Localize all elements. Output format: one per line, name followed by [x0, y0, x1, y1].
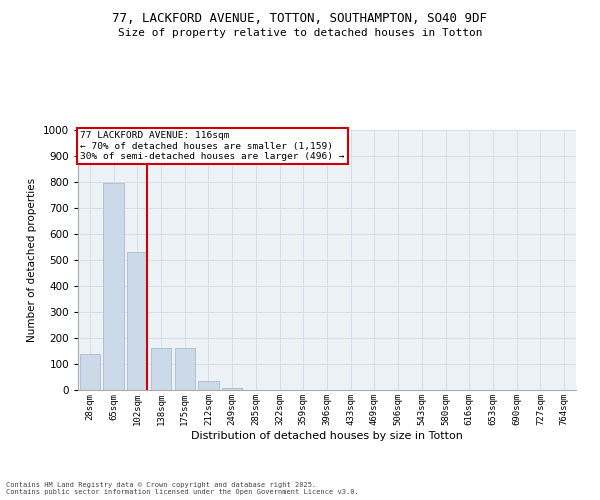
X-axis label: Distribution of detached houses by size in Totton: Distribution of detached houses by size … — [191, 430, 463, 440]
Text: Size of property relative to detached houses in Totton: Size of property relative to detached ho… — [118, 28, 482, 38]
Bar — [199, 381, 218, 390]
Y-axis label: Number of detached properties: Number of detached properties — [27, 178, 37, 342]
Bar — [127, 252, 148, 390]
Bar — [222, 388, 242, 390]
Bar — [151, 348, 171, 390]
Text: Contains HM Land Registry data © Crown copyright and database right 2025.
Contai: Contains HM Land Registry data © Crown c… — [6, 482, 359, 495]
Bar — [103, 183, 124, 390]
Bar — [80, 354, 100, 390]
Text: 77, LACKFORD AVENUE, TOTTON, SOUTHAMPTON, SO40 9DF: 77, LACKFORD AVENUE, TOTTON, SOUTHAMPTON… — [113, 12, 487, 26]
Text: 77 LACKFORD AVENUE: 116sqm
← 70% of detached houses are smaller (1,159)
30% of s: 77 LACKFORD AVENUE: 116sqm ← 70% of deta… — [80, 132, 345, 161]
Bar — [175, 348, 195, 390]
